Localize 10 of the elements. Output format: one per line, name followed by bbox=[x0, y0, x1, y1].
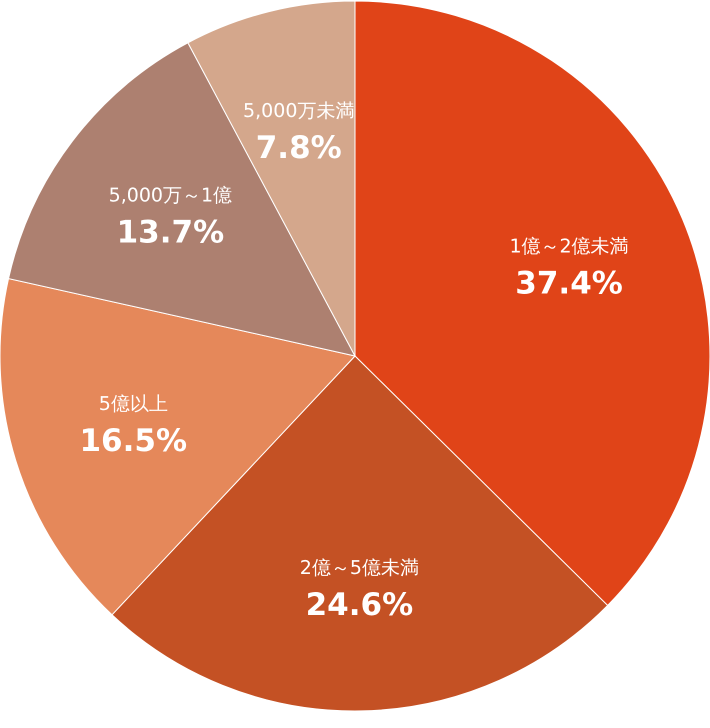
data-label: 7.8% bbox=[256, 130, 342, 166]
data-label: 16.5% bbox=[79, 423, 188, 460]
slice-label: 5億以上 bbox=[98, 393, 168, 416]
data-label: 24.6% bbox=[306, 586, 414, 623]
data-label: 13.7% bbox=[116, 214, 224, 251]
slice-label: 1億～2億未満 bbox=[509, 236, 629, 258]
data-label: 37.4% bbox=[515, 266, 623, 302]
slice-label: 5,000万未満 bbox=[243, 100, 354, 122]
slice-label: 2億～5億未満 bbox=[300, 556, 419, 579]
slice-label: 5,000万～1億 bbox=[108, 184, 232, 207]
